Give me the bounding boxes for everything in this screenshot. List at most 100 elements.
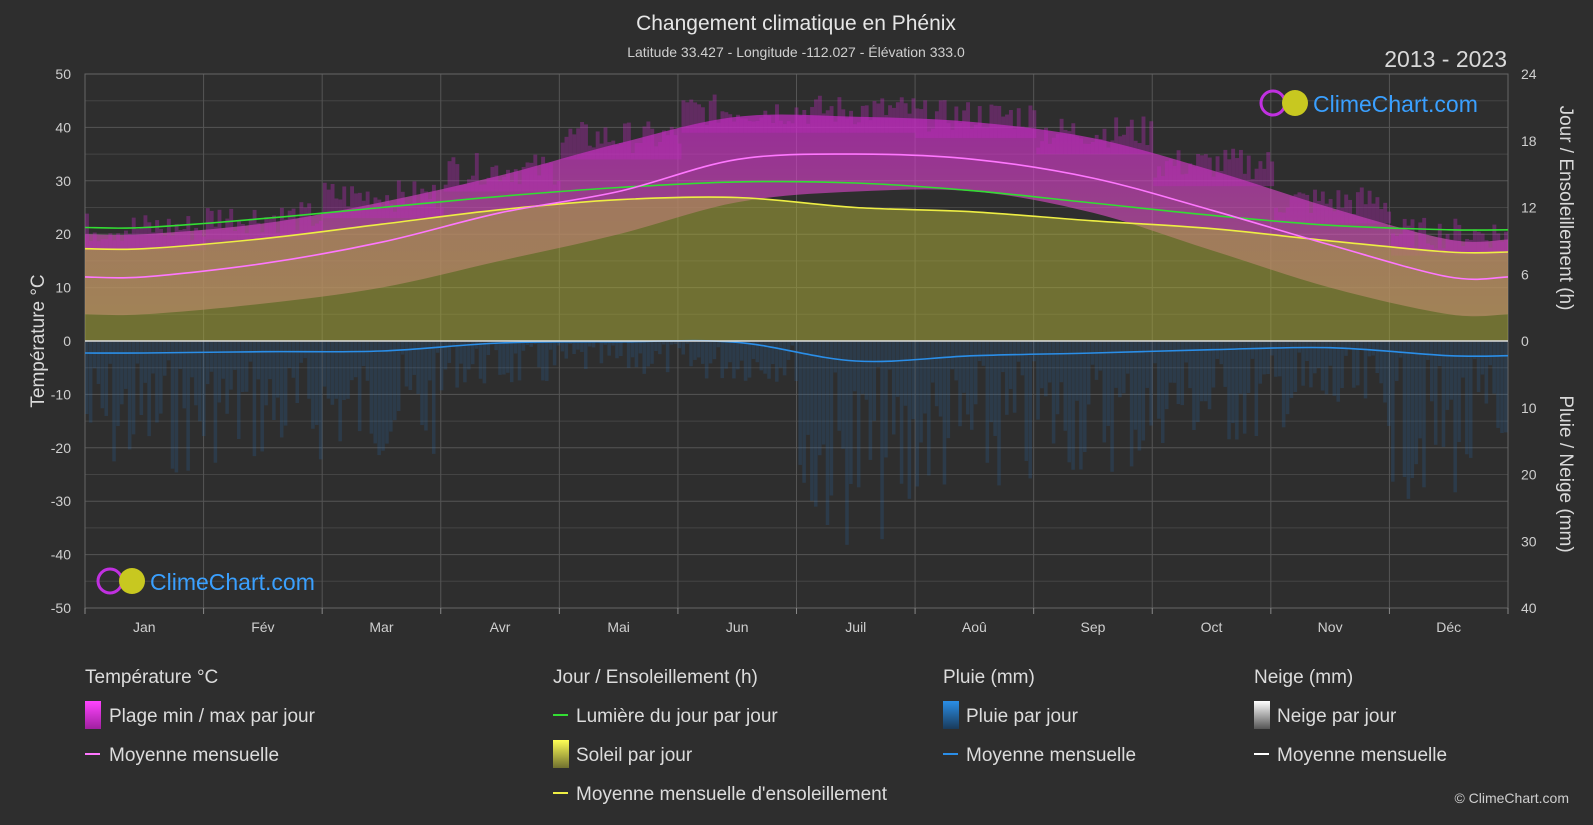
rain-daily-bar	[1122, 341, 1126, 394]
rain-daily-bar	[630, 341, 635, 358]
rain-daily-bar	[85, 341, 89, 414]
temp-daily-spike	[315, 223, 319, 240]
temp-daily-spike	[127, 233, 132, 251]
legend-sunshine-label: Soleil par jour	[576, 745, 693, 766]
temp-daily-spike	[174, 224, 179, 251]
temp-daily-spike	[1426, 243, 1431, 256]
rain-daily-bar	[716, 341, 721, 348]
temp-daily-spike	[88, 240, 93, 251]
temp-daily-spike	[1340, 207, 1345, 224]
temp-daily-spike	[1281, 212, 1286, 224]
rain-daily-bar	[790, 341, 795, 346]
temp-daily-spike	[751, 121, 756, 133]
temp-daily-spike	[658, 141, 662, 160]
rain-daily-bar	[1168, 341, 1173, 383]
temp-daily-spike	[1200, 155, 1204, 187]
temp-daily-spike	[646, 121, 651, 160]
rain-daily-bar	[1484, 341, 1489, 404]
rain-daily-bar	[1063, 341, 1068, 431]
rain-daily-bar	[1055, 341, 1060, 415]
temp-daily-spike	[1047, 143, 1052, 155]
temp-daily-spike	[1098, 139, 1103, 155]
rain-daily-bar	[919, 341, 923, 443]
rain-daily-bar	[1207, 341, 1212, 410]
rain-daily-bar	[1071, 341, 1075, 470]
sunshine-mean-line	[85, 196, 1508, 254]
temp-daily-spike	[303, 207, 308, 240]
brand-logo-bottom[interactable]: ClimeChart.com	[96, 567, 315, 595]
sunshine-area	[85, 197, 1508, 341]
rain-daily-bar	[198, 341, 202, 422]
rain-daily-bar	[381, 341, 385, 451]
rain-daily-bar	[229, 341, 233, 390]
temp-daily-spike	[498, 181, 503, 192]
temp-daily-spike	[989, 104, 994, 139]
rain-daily-bar	[1359, 341, 1364, 349]
y-left-tick-label: -20	[51, 440, 71, 456]
rain-daily-bar	[1223, 341, 1227, 387]
rain-daily-bar	[1001, 341, 1005, 373]
temp-daily-spike	[447, 161, 452, 192]
rain-daily-bar	[455, 341, 459, 388]
y-right-top-tick-label: 24	[1521, 66, 1537, 82]
temp-daily-spike	[1418, 222, 1423, 256]
temp-daily-spike	[895, 102, 900, 133]
temp-daily-spike	[919, 109, 924, 139]
rain-daily-bar	[1472, 341, 1477, 360]
rain-daily-bar	[853, 341, 857, 392]
temp-daily-spike	[96, 241, 101, 251]
temp-daily-spike	[85, 213, 89, 251]
temp-daily-spike	[1207, 157, 1212, 187]
temp-daily-spike	[1461, 246, 1466, 256]
rain-daily-bar	[420, 341, 424, 426]
brand-logo-top[interactable]: ClimeChart.com	[1259, 89, 1478, 117]
temp-daily-spike	[673, 135, 678, 160]
rain-daily-bar	[1020, 341, 1025, 376]
rain-daily-bar	[104, 341, 109, 416]
temp-daily-spike	[1231, 148, 1236, 187]
rain-daily-bar	[279, 341, 284, 438]
temp-daily-spike	[260, 232, 265, 240]
rain-daily-bar	[221, 341, 225, 379]
temp-daily-spike	[1141, 116, 1146, 155]
rain-daily-bar	[938, 341, 943, 417]
rain-daily-bar	[876, 341, 880, 367]
temp-daily-spike	[966, 102, 970, 139]
rain-daily-bar	[1309, 341, 1313, 388]
temp-daily-spike	[506, 169, 510, 192]
temp-daily-spike	[470, 175, 475, 192]
temp-daily-spike	[131, 217, 136, 251]
rain-daily-bar	[1219, 341, 1224, 365]
temp-daily-spike	[1344, 194, 1349, 224]
temp-daily-spike	[1028, 105, 1033, 139]
rain-daily-bar	[205, 341, 210, 385]
temp-daily-spike	[1129, 119, 1134, 155]
rain-daily-bar	[1391, 341, 1395, 482]
temp-daily-spike	[170, 235, 175, 251]
temp-daily-spike	[1453, 218, 1458, 256]
temp-daily-spike	[100, 239, 105, 251]
rain-daily-bar	[1036, 341, 1040, 420]
temp-daily-spike	[560, 142, 565, 160]
temp-daily-spike	[443, 184, 448, 192]
temp-daily-spike	[1001, 116, 1006, 139]
rain-daily-bar	[1469, 341, 1473, 458]
rain-daily-bar	[482, 341, 487, 384]
temp-daily-spike	[1258, 161, 1263, 187]
rain-daily-bar	[96, 341, 101, 384]
temp-daily-spike	[1114, 117, 1119, 155]
axes: 50 40 30 20 10 0 -10 -20 -30 -40 -50 24 18 12 6 0 10 20 30…	[51, 66, 1537, 635]
temp-daily-spike	[1305, 194, 1310, 224]
legend-snow-mean-label: Moyenne mensuelle	[1277, 745, 1447, 766]
brand-name-bottom: ClimeChart.com	[150, 569, 315, 595]
temp-daily-spike	[626, 122, 631, 160]
temp-daily-spike	[1445, 234, 1450, 256]
temp-daily-spike	[1375, 197, 1380, 224]
temp-daily-spike	[591, 147, 596, 160]
rain-daily-bar	[782, 341, 787, 376]
temp-daily-spike	[568, 128, 573, 160]
temp-daily-spike	[681, 100, 686, 133]
rain-daily-bar	[1476, 341, 1481, 393]
rain-daily-bar	[287, 341, 292, 368]
